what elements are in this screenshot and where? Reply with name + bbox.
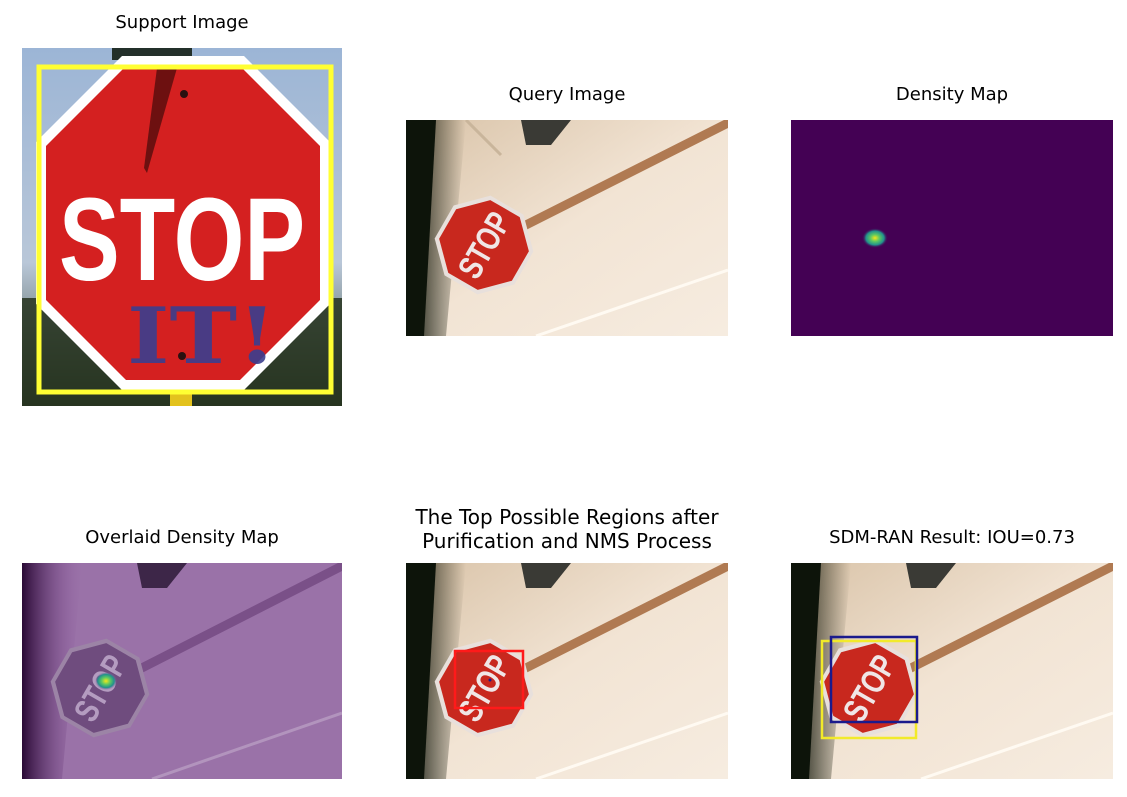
overlaid-density-map: STOP — [22, 563, 342, 779]
support-image: STOP IT! — [22, 48, 342, 406]
density-map — [791, 120, 1113, 336]
support-image-title: Support Image — [115, 12, 249, 33]
sdm-ran-result-image: STOP — [791, 563, 1113, 779]
stop-sign-octagon — [46, 66, 320, 380]
query-image: STOP — [406, 120, 728, 336]
density-peak — [862, 228, 888, 248]
stop-sign-text: STOP — [59, 174, 305, 306]
density-map-title: Density Map — [895, 84, 1009, 105]
top-regions-title: The Top Possible Regions after Purificat… — [415, 505, 719, 553]
top-regions-image: STOP — [406, 563, 728, 779]
overlay-density-peak — [95, 672, 117, 690]
query-image-title: Query Image — [508, 84, 626, 105]
sdm-ran-result-title: SDM-RAN Result: IOU=0.73 — [829, 527, 1075, 548]
overlaid-density-map-title: Overlaid Density Map — [85, 527, 279, 548]
proposal-center-dot — [488, 678, 492, 682]
proposal-region-box — [453, 649, 525, 710]
prediction-box — [829, 635, 919, 724]
graffiti-text: IT! — [127, 291, 277, 382]
support-bounding-box — [36, 64, 334, 395]
